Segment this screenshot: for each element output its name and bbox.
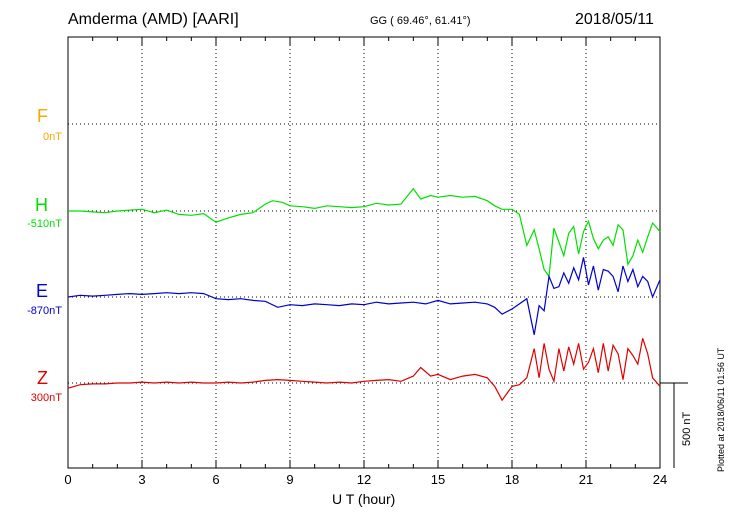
component-label-f: F <box>37 106 48 126</box>
component-baseline-z: 300nT <box>30 392 62 404</box>
component-label-h: H <box>35 195 48 215</box>
coordinates-label: GG ( 69.46°, 61.41°) <box>370 15 471 27</box>
x-tick-label: 0 <box>64 472 71 487</box>
x-tick-label: 15 <box>431 472 445 487</box>
component-label-z: Z <box>37 368 48 388</box>
series-line-e <box>67 257 661 335</box>
x-tick-label: 24 <box>653 472 667 487</box>
x-tick-label: 9 <box>286 472 293 487</box>
x-tick-label: 18 <box>505 472 519 487</box>
x-tick-label: 6 <box>212 472 219 487</box>
component-baseline-e: -870nT <box>27 305 62 317</box>
series-line-h <box>68 187 661 279</box>
plotted-note: Plotted at 2018/06/11 01:56 UT <box>716 347 726 472</box>
date-label: 2018/05/11 <box>575 11 654 28</box>
component-baseline-f: 0nT <box>43 131 62 143</box>
x-tick-label: 21 <box>579 472 593 487</box>
x-axis-label: U T (hour) <box>332 491 396 507</box>
station-title: Amderma (AMD) [AARI] <box>68 11 239 28</box>
x-tick-label: 12 <box>357 472 371 487</box>
scale-bar-label: 500 nT <box>681 411 693 446</box>
x-tick-label: 3 <box>138 472 145 487</box>
series-line-z <box>67 338 661 402</box>
component-label-e: E <box>35 281 48 301</box>
component-baseline-h: -510nT <box>27 218 62 230</box>
